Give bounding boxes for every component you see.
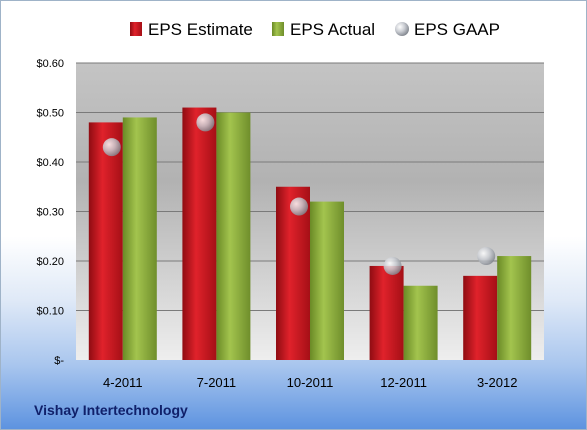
legend-label: EPS GAAP bbox=[414, 20, 500, 39]
legend-swatch bbox=[395, 22, 409, 36]
eps-gaap-marker bbox=[102, 138, 121, 157]
legend-label: EPS Actual bbox=[290, 20, 375, 39]
eps-estimate-bar bbox=[369, 265, 404, 360]
y-axis: $- $0.10 $0.20 $0.30 $0.40 $0.50 $0.60 bbox=[36, 58, 64, 367]
legend-swatch bbox=[130, 22, 142, 36]
company-name: Vishay Intertechnology bbox=[34, 402, 188, 418]
eps-gaap-marker bbox=[196, 113, 215, 132]
x-tick-label: 12-2011 bbox=[380, 375, 427, 390]
x-tick-label: 4-2011 bbox=[103, 375, 143, 390]
x-tick-label: 10-2011 bbox=[287, 375, 334, 390]
eps-estimate-bar bbox=[182, 107, 217, 360]
x-tick-label: 7-2011 bbox=[197, 375, 237, 390]
y-tick-label: $0.10 bbox=[36, 306, 64, 318]
legend-label: EPS Estimate bbox=[148, 20, 253, 39]
legend-item: EPS GAAP bbox=[395, 20, 500, 39]
y-tick-label: $0.20 bbox=[36, 256, 64, 268]
eps-estimate-bar bbox=[463, 275, 498, 360]
legend-swatch bbox=[272, 22, 284, 36]
eps-actual-bar bbox=[216, 112, 251, 360]
y-tick-label: $0.30 bbox=[36, 207, 64, 219]
bars bbox=[88, 107, 532, 361]
gaap-markers bbox=[102, 113, 496, 275]
y-tick-label: $0.60 bbox=[36, 58, 64, 70]
eps-gaap-marker bbox=[477, 247, 496, 266]
legend-item: EPS Actual bbox=[272, 20, 375, 39]
eps-actual-bar bbox=[122, 117, 157, 360]
x-tick-label: 3-2012 bbox=[477, 375, 517, 390]
x-axis: 4-2011 7-2011 10-2011 12-2011 3-2012 bbox=[103, 375, 517, 390]
eps-estimate-bar bbox=[276, 186, 310, 360]
eps-actual-bar bbox=[497, 256, 532, 360]
eps-actual-bar bbox=[310, 201, 344, 360]
y-tick-label: $0.50 bbox=[36, 108, 64, 120]
legend: EPS Estimate EPS Actual EPS GAAP bbox=[130, 20, 500, 39]
eps-gaap-marker bbox=[383, 256, 402, 275]
y-tick-label: $- bbox=[54, 355, 64, 367]
eps-actual-bar bbox=[403, 285, 438, 360]
eps-estimate-bar bbox=[88, 122, 123, 361]
legend-item: EPS Estimate bbox=[130, 20, 253, 39]
eps-gaap-marker bbox=[290, 197, 308, 216]
y-tick-label: $0.40 bbox=[36, 157, 64, 169]
